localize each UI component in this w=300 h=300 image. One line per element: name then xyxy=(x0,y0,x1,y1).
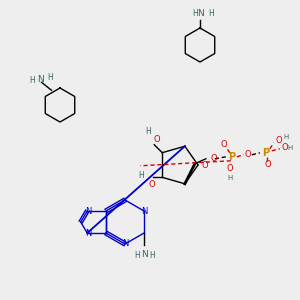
Text: H: H xyxy=(146,127,151,136)
Text: O: O xyxy=(201,160,208,169)
Text: H: H xyxy=(149,251,155,260)
Text: O: O xyxy=(265,160,271,169)
Text: H: H xyxy=(134,251,140,260)
Text: H: H xyxy=(227,175,232,181)
Text: N: N xyxy=(37,75,44,84)
Text: H: H xyxy=(47,73,53,82)
Text: N: N xyxy=(141,206,147,215)
Text: O: O xyxy=(276,136,283,145)
Text: P: P xyxy=(262,148,269,158)
Text: H: H xyxy=(192,10,198,19)
Text: H: H xyxy=(30,76,35,85)
Text: H: H xyxy=(288,145,293,151)
Text: H: H xyxy=(208,10,214,19)
Text: N: N xyxy=(141,250,147,259)
Text: H: H xyxy=(284,134,289,140)
Text: O: O xyxy=(211,154,217,163)
Text: O: O xyxy=(220,140,227,149)
Text: O: O xyxy=(244,150,251,159)
Text: O: O xyxy=(282,143,289,152)
Text: N: N xyxy=(198,10,204,19)
Text: O: O xyxy=(148,180,155,189)
Text: N: N xyxy=(85,206,92,215)
Text: N: N xyxy=(85,229,92,238)
Text: P: P xyxy=(228,152,236,162)
Text: H: H xyxy=(139,171,144,180)
Text: O: O xyxy=(153,135,160,144)
Text: N: N xyxy=(122,239,128,248)
Text: O: O xyxy=(226,164,233,173)
